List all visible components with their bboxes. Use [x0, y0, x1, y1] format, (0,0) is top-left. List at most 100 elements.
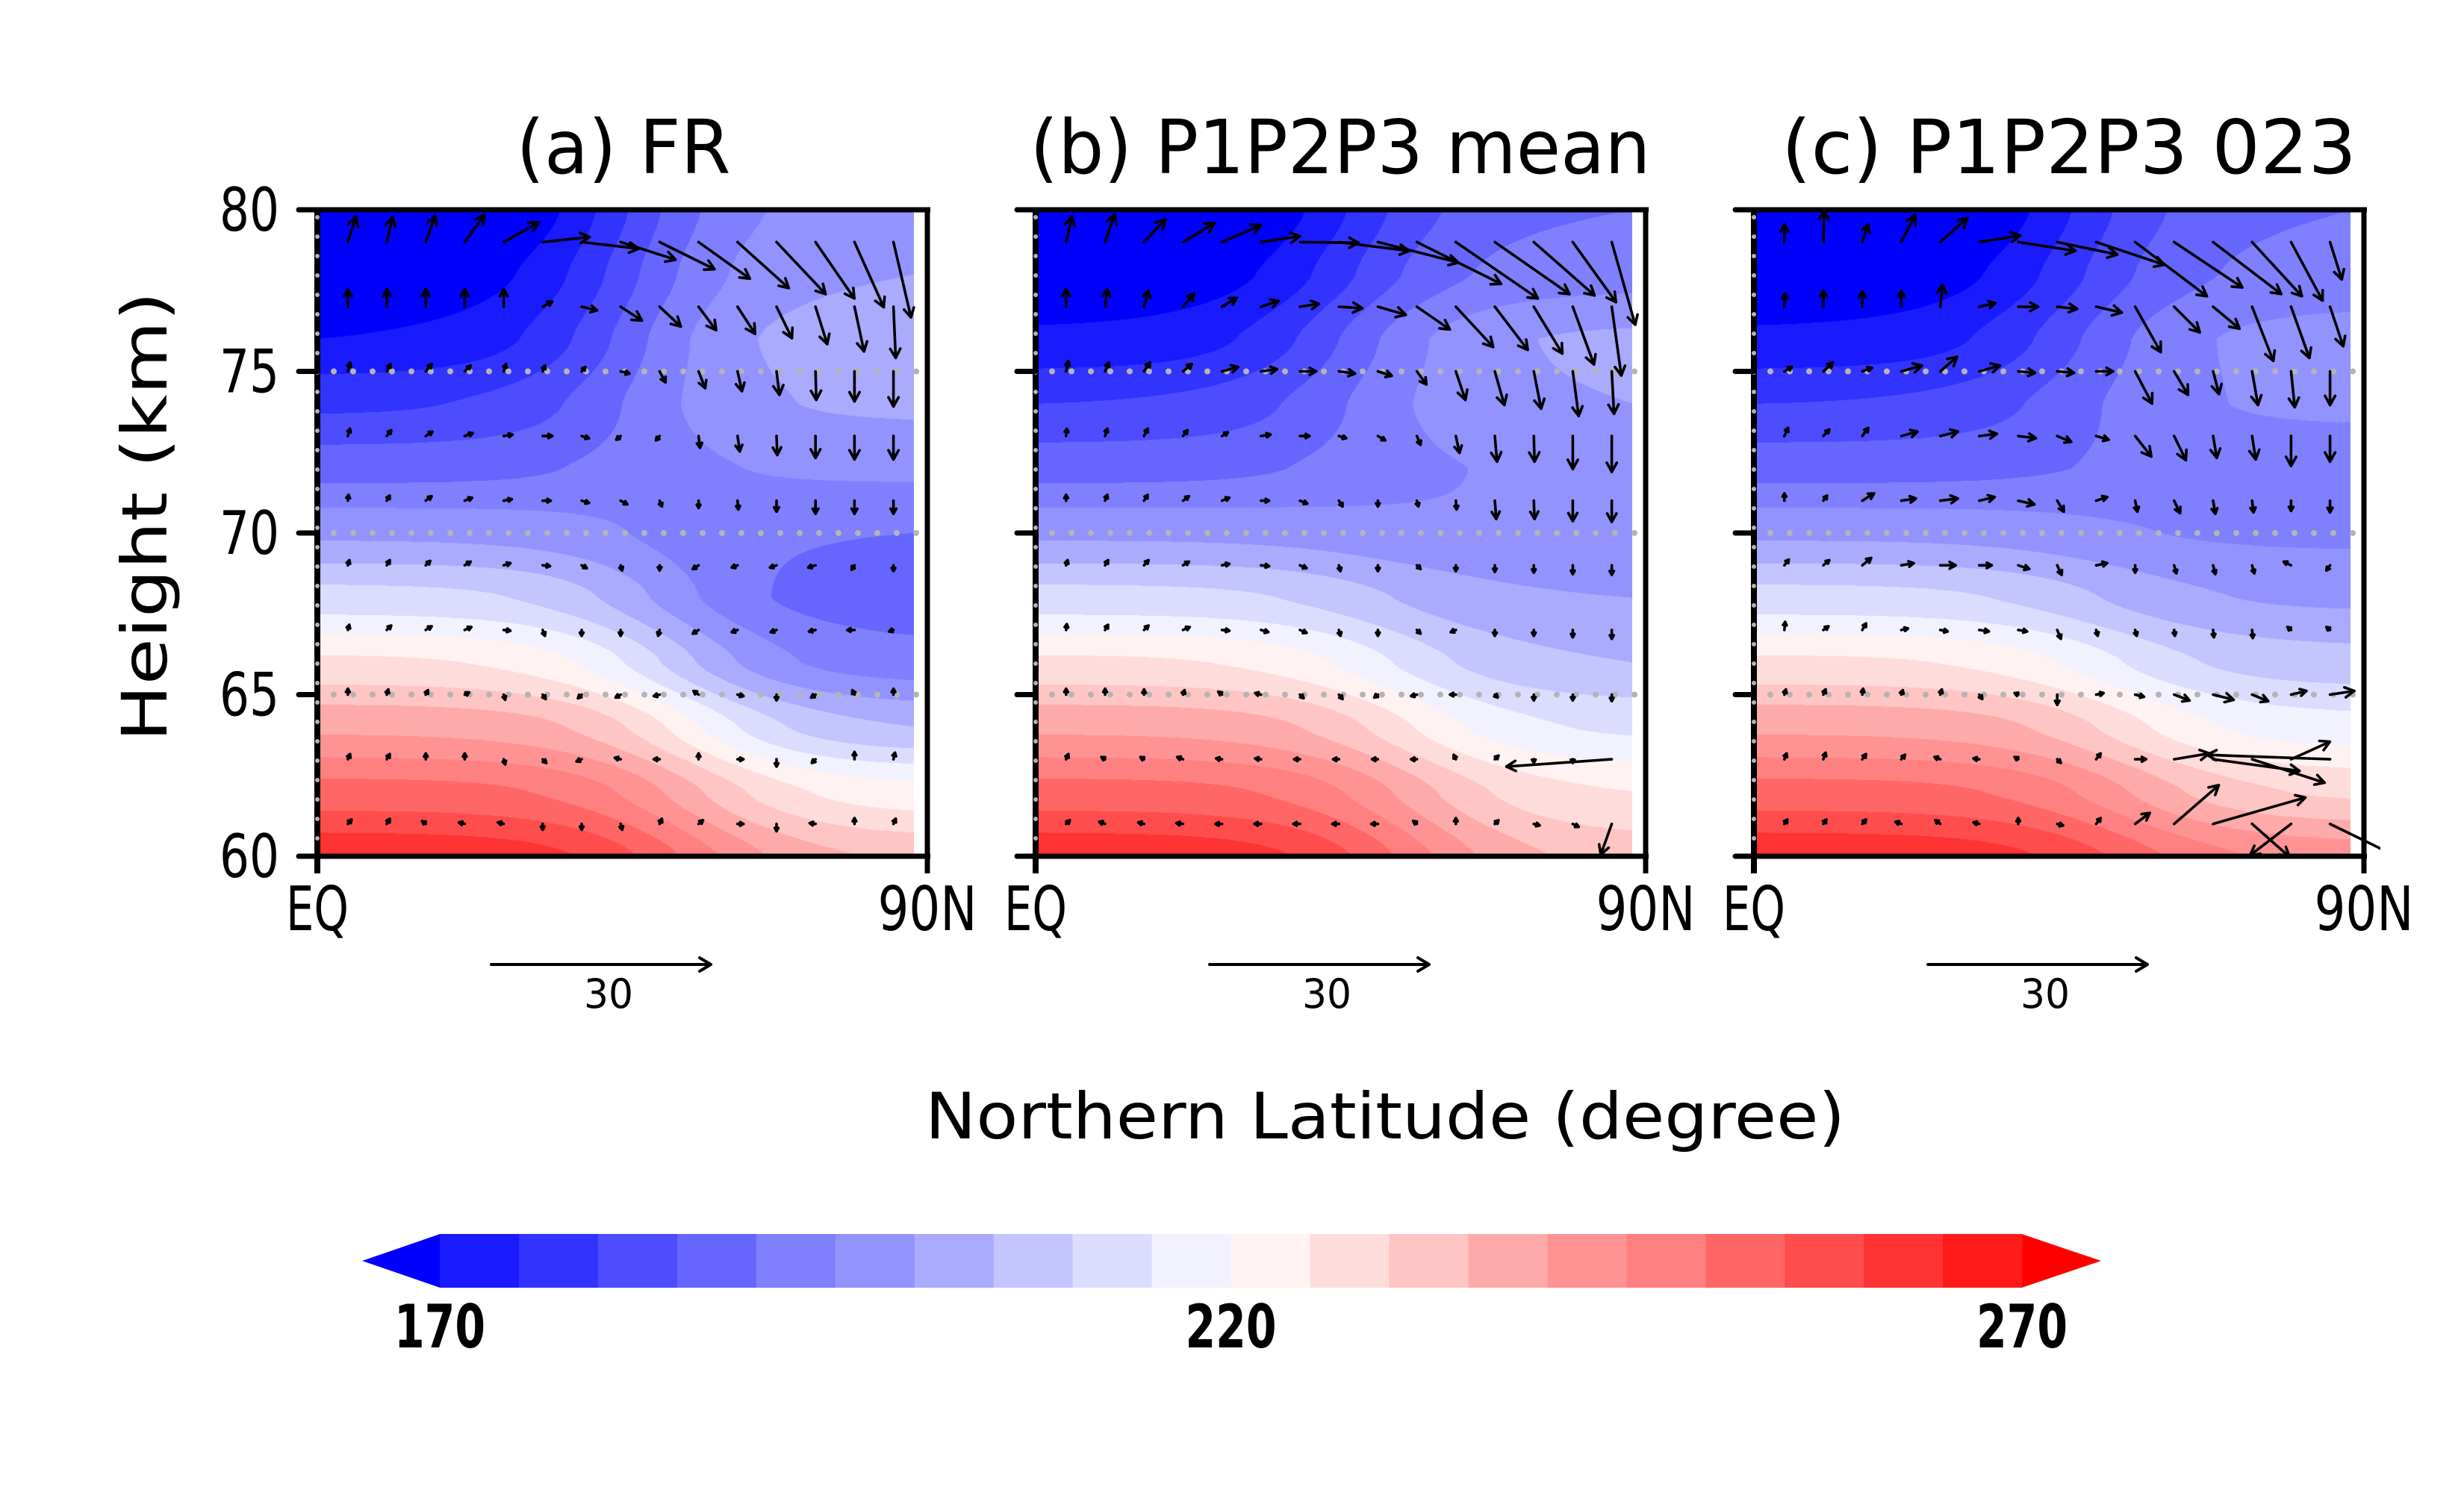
reference-vector: [490, 956, 712, 973]
wind-vector: [502, 431, 514, 439]
wind-vector: [1861, 622, 1867, 632]
wind-vector: [697, 819, 705, 826]
wind-vector: [497, 820, 505, 826]
wind-vector: [1292, 820, 1301, 827]
colorbar-box: [1310, 1234, 1390, 1288]
wind-vector: [1376, 240, 1460, 267]
wind-vector: [2017, 432, 2038, 443]
wind-vector: [1978, 561, 1994, 570]
wind-vector: [1455, 370, 1469, 402]
wind-vector: [1453, 499, 1460, 511]
wind-vector: [2056, 367, 2076, 378]
wind-vector: [1900, 362, 1923, 374]
wind-vector: [2094, 434, 2110, 443]
wind-vector: [734, 370, 746, 393]
wind-vector: [2209, 434, 2222, 460]
wind-vector: [890, 564, 897, 573]
wind-vector: [2173, 499, 2182, 515]
wind-vector: [502, 627, 512, 634]
wind-vector: [2210, 370, 2224, 396]
wind-vector: [580, 434, 591, 440]
wind-vector: [2056, 629, 2063, 640]
wind-vector: [1493, 240, 1571, 296]
wind-vector: [853, 240, 886, 309]
wind-vector: [2094, 629, 2100, 638]
wind-vector: [1063, 687, 1070, 696]
wind-vector: [1104, 361, 1111, 373]
wind-vector: [1175, 820, 1185, 827]
wind-vector: [1220, 364, 1239, 374]
wind-vector: [1411, 820, 1419, 826]
y-tick-label: 70: [220, 499, 279, 568]
wind-vector: [695, 434, 703, 449]
wind-vector: [890, 687, 897, 696]
wind-vector: [847, 370, 861, 403]
wind-vector: [461, 752, 468, 761]
wind-vector: [2133, 755, 2148, 764]
wind-vector: [1376, 434, 1387, 442]
wind-vector: [501, 758, 508, 766]
wind-vector: [889, 305, 902, 360]
wind-vector: [1142, 427, 1150, 437]
wind-vector: [1898, 688, 1905, 696]
wind-vector: [2206, 749, 2332, 762]
wind-vector: [1780, 292, 1790, 308]
wind-vector: [346, 752, 352, 761]
wind-vector: [384, 688, 391, 696]
wind-vector: [1597, 822, 1614, 856]
wind-vector: [617, 564, 625, 572]
wind-vector: [1817, 209, 1831, 244]
wind-vector: [1491, 629, 1499, 638]
wind-vector: [1782, 818, 1789, 826]
wind-vector: [541, 432, 554, 440]
wind-vector: [382, 287, 392, 308]
wind-vector: [1415, 370, 1428, 386]
wind-vector: [2132, 564, 2138, 574]
wind-vector: [457, 820, 467, 826]
wind-vector: [1821, 688, 1828, 696]
wind-vector: [773, 693, 780, 702]
wind-vector: [501, 693, 508, 702]
wind-vector: [2284, 434, 2297, 468]
wind-vector: [578, 822, 585, 832]
wind-vector: [697, 305, 718, 332]
wind-vector: [1900, 428, 1919, 438]
wind-vector: [2132, 629, 2139, 638]
wind-vector: [1298, 367, 1318, 376]
wind-vector: [1569, 564, 1576, 576]
wind-vector: [1181, 428, 1189, 437]
reference-vector: [1926, 956, 2149, 973]
colorbar-box: [914, 1234, 995, 1288]
wind-vector: [1822, 494, 1829, 502]
wind-vector: [1142, 558, 1150, 567]
wind-vector: [695, 752, 702, 761]
wind-vector: [811, 499, 820, 516]
wind-vector: [891, 817, 897, 826]
wind-vector: [887, 370, 900, 408]
wind-vector: [1260, 562, 1271, 570]
colorbar-box: [440, 1234, 520, 1288]
wind-vector: [2211, 564, 2218, 576]
y-axis-title: Height (km): [108, 292, 181, 742]
wind-vector: [1298, 499, 1309, 505]
wind-vector: [656, 564, 663, 572]
wind-vector: [2289, 688, 2308, 697]
wind-vector: [1861, 752, 1867, 761]
wind-vector: [346, 427, 352, 437]
wind-vector: [1372, 693, 1380, 699]
wind-vector: [502, 362, 508, 373]
wind-vector: [618, 822, 625, 832]
colorbar-label: 220: [1186, 1292, 1277, 1362]
wind-vector: [1337, 301, 1364, 314]
wind-vector: [1331, 755, 1340, 763]
wind-vector: [1449, 691, 1457, 698]
wind-vector: [619, 240, 677, 264]
wind-vector: [1567, 499, 1579, 523]
wind-vector: [1101, 687, 1109, 696]
wind-vector: [580, 564, 588, 570]
colorbar-box: [1072, 1234, 1153, 1288]
wind-vector: [580, 240, 641, 255]
wind-vector: [2094, 817, 2103, 826]
